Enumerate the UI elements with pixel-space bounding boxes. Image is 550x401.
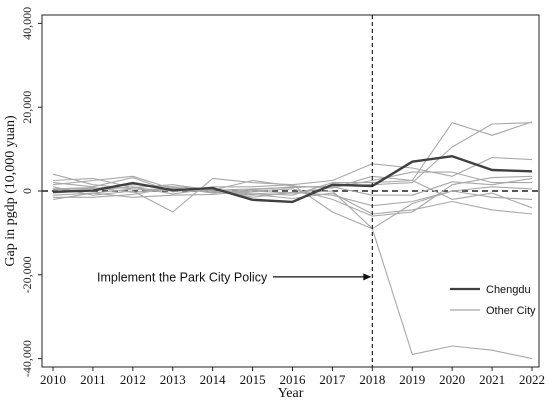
policy-annotation: Implement the Park City Policy [97,270,372,284]
y-tick-label: -20,000 [20,256,34,293]
y-tick-label: 40,000 [20,7,34,40]
annotation-text: Implement the Park City Policy [97,270,268,284]
y-axis-label: Gap in pgdp (10,000 yuan) [3,115,18,267]
series-line-other-city-11 [52,184,533,215]
x-tick-label: 2013 [160,372,186,387]
series-line-other-city-10 [53,177,533,198]
legend-label-chengdu: Chengdu [486,284,531,296]
series-line-other-city-8 [52,186,533,207]
series-line-other-city-2 [52,122,533,196]
series-line-other-city-7 [52,171,532,194]
series-line-chengdu [52,154,533,204]
series-line-other-city-5 [52,175,533,217]
annotation-arrowhead [363,273,372,281]
x-tick-label: 2010 [40,372,66,387]
x-axis-label: Year [278,386,304,401]
x-tick-label: 2022 [519,372,545,387]
x-axis: 2010 2011 2012 2013 2014 2015 2016 2017 2018 2019… [40,367,545,387]
series-line-other-city-9 [52,175,533,209]
x-tick-label: 2012 [120,372,146,387]
x-tick-label: 2011 [80,372,106,387]
x-tick-label: 2015 [240,372,266,387]
y-axis: 40,000 20,000 0 -20,000 -40,000 [20,7,42,377]
legend: Chengdu Other City [450,284,536,317]
y-tick-label: 20,000 [20,91,34,124]
x-tick-label: 2021 [479,372,505,387]
x-tick-label: 2019 [399,372,425,387]
x-tick-label: 2014 [200,372,227,387]
legend-label-other-city: Other City [486,305,536,317]
x-tick-label: 2017 [319,372,346,387]
x-tick-label: 2016 [280,372,307,387]
x-tick-label: 2020 [439,372,465,387]
y-tick-label: 0 [20,188,34,194]
x-tick-label: 2018 [359,372,385,387]
series-layer [52,121,533,360]
y-tick-label: -40,000 [20,340,34,377]
